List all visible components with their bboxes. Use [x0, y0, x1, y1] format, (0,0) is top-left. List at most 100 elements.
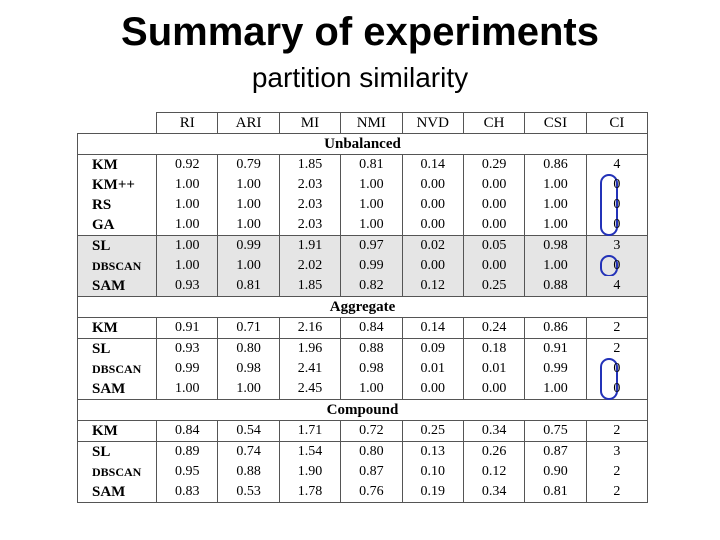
ci-value: 0 [613, 361, 621, 376]
cell-ch: 0.00 [462, 379, 526, 400]
cell-ch: 0.05 [462, 235, 526, 256]
cell-ci: 0 [585, 215, 649, 236]
cell-csi: 0.81 [524, 482, 587, 503]
cell-ari: 0.98 [217, 359, 280, 379]
cell-csi: 0.90 [524, 462, 587, 482]
cell-ch: 0.24 [462, 317, 526, 339]
cell-ari: 1.00 [217, 215, 280, 236]
cell-ri: 0.89 [155, 441, 219, 462]
method-name: SL [77, 338, 157, 359]
cell-mi: 1.91 [278, 235, 342, 256]
cell-ri: 0.93 [155, 276, 219, 297]
cell-ari: 0.71 [217, 317, 280, 339]
cell-ci: 0 [585, 358, 649, 400]
method-name: DBSCAN [77, 256, 157, 276]
header-ari: ARI [217, 112, 280, 134]
cell-mi: 1.78 [278, 482, 342, 503]
cell-ch: 0.12 [462, 462, 526, 482]
cell-ari: 1.00 [217, 175, 280, 195]
cell-ci: 0 [585, 379, 649, 400]
cell-nmi: 0.82 [340, 276, 403, 297]
header-ch: CH [462, 112, 526, 134]
ci-value: 2 [613, 423, 621, 438]
cell-csi: 1.00 [524, 215, 587, 236]
cell-nmi: 0.97 [340, 235, 403, 256]
cell-nvd: 0.00 [401, 175, 464, 195]
cell-csi: 0.99 [524, 359, 587, 379]
cell-csi: 1.00 [524, 379, 587, 400]
cell-ci: 2 [585, 317, 649, 339]
cell-ari: 0.79 [217, 154, 280, 175]
table-row-aggregate-sl: SL 0.93 0.80 1.96 0.88 0.09 0.18 0.91 2 [77, 338, 649, 359]
table-row-aggregate-dbscan: DBSCAN 0.99 0.98 2.41 0.98 0.01 0.01 0.99 0 [77, 358, 649, 400]
ci-value: 3 [613, 444, 621, 459]
cell-nvd: 0.00 [401, 215, 464, 236]
header-csi: CSI [524, 112, 587, 134]
header-nvd: NVD [401, 112, 464, 134]
section-title: Compound [77, 399, 648, 421]
table-row-unbalanced-kmplusplus: KM++ 1.00 1.00 2.03 1.00 0.00 0.00 1.00 0 [77, 174, 649, 236]
cell-mi: 2.02 [278, 256, 342, 276]
cell-ri: 0.91 [155, 317, 219, 339]
cell-ri: 1.00 [155, 235, 219, 256]
method-name: GA [77, 215, 157, 236]
cell-ri: 0.83 [155, 482, 219, 503]
header-row: RI ARI MI NMI NVD CH CSI CI [77, 112, 649, 134]
table-row-aggregate-sam: SAM 1.00 1.00 2.45 1.00 0.00 0.00 1.00 0 [77, 379, 649, 400]
table-row-unbalanced-km: KM 0.92 0.79 1.85 0.81 0.14 0.29 0.86 4 [77, 154, 649, 175]
method-name: KM [77, 420, 157, 442]
cell-ari: 0.81 [217, 276, 280, 297]
cell-nvd: 0.13 [401, 441, 464, 462]
cell-ri: 0.93 [155, 338, 219, 359]
cell-nmi: 0.80 [340, 441, 403, 462]
cell-ci: 3 [585, 235, 649, 256]
cell-ch: 0.00 [462, 215, 526, 236]
cell-ci: 0 [585, 174, 649, 236]
method-name: RS [77, 195, 157, 215]
ci-value: 2 [613, 484, 621, 499]
cell-csi: 0.91 [524, 338, 587, 359]
cell-nmi: 0.76 [340, 482, 403, 503]
header-mi: MI [278, 112, 342, 134]
cell-mi: 2.45 [278, 379, 342, 400]
ci-value: 4 [613, 278, 621, 293]
cell-ri: 0.84 [155, 420, 219, 442]
table-row-unbalanced-ga: GA 1.00 1.00 2.03 1.00 0.00 0.00 1.00 0 [77, 215, 649, 236]
table-row-unbalanced-rs: RS 1.00 1.00 2.03 1.00 0.00 0.00 1.00 0 [77, 195, 649, 215]
ci-value: 0 [613, 177, 621, 192]
cell-ari: 0.54 [217, 420, 280, 442]
cell-ci: 2 [585, 462, 649, 482]
cell-csi: 0.88 [524, 276, 587, 297]
cell-ari: 1.00 [217, 195, 280, 215]
cell-ri: 1.00 [155, 195, 219, 215]
cell-nvd: 0.19 [401, 482, 464, 503]
table-row-aggregate-km: KM 0.91 0.71 2.16 0.84 0.14 0.24 0.86 2 [77, 317, 649, 339]
cell-ari: 1.00 [217, 379, 280, 400]
cell-ch: 0.26 [462, 441, 526, 462]
section-title: Unbalanced [77, 133, 648, 155]
cell-ri: 1.00 [155, 175, 219, 195]
cell-nmi: 0.72 [340, 420, 403, 442]
method-name: DBSCAN [77, 462, 157, 482]
cell-ch: 0.01 [462, 359, 526, 379]
cell-ci: 2 [585, 338, 649, 359]
cell-ari: 0.53 [217, 482, 280, 503]
cell-ch: 0.00 [462, 195, 526, 215]
cell-nmi: 0.99 [340, 256, 403, 276]
ci-value: 3 [613, 238, 621, 253]
section-row-unbalanced: Unbalanced [77, 133, 648, 155]
ci-value: 0 [613, 217, 621, 232]
cell-ch: 0.34 [462, 420, 526, 442]
cell-ri: 1.00 [155, 256, 219, 276]
cell-ci: 4 [585, 276, 649, 297]
cell-nvd: 0.00 [401, 379, 464, 400]
cell-ci: 2 [585, 482, 649, 503]
cell-ari: 0.88 [217, 462, 280, 482]
cell-nvd: 0.25 [401, 420, 464, 442]
cell-ci: 0 [585, 195, 649, 215]
cell-nvd: 0.14 [401, 317, 464, 339]
method-name: SL [77, 235, 157, 256]
cell-ari: 0.80 [217, 338, 280, 359]
cell-nmi: 1.00 [340, 215, 403, 236]
ci-value: 4 [613, 157, 621, 172]
